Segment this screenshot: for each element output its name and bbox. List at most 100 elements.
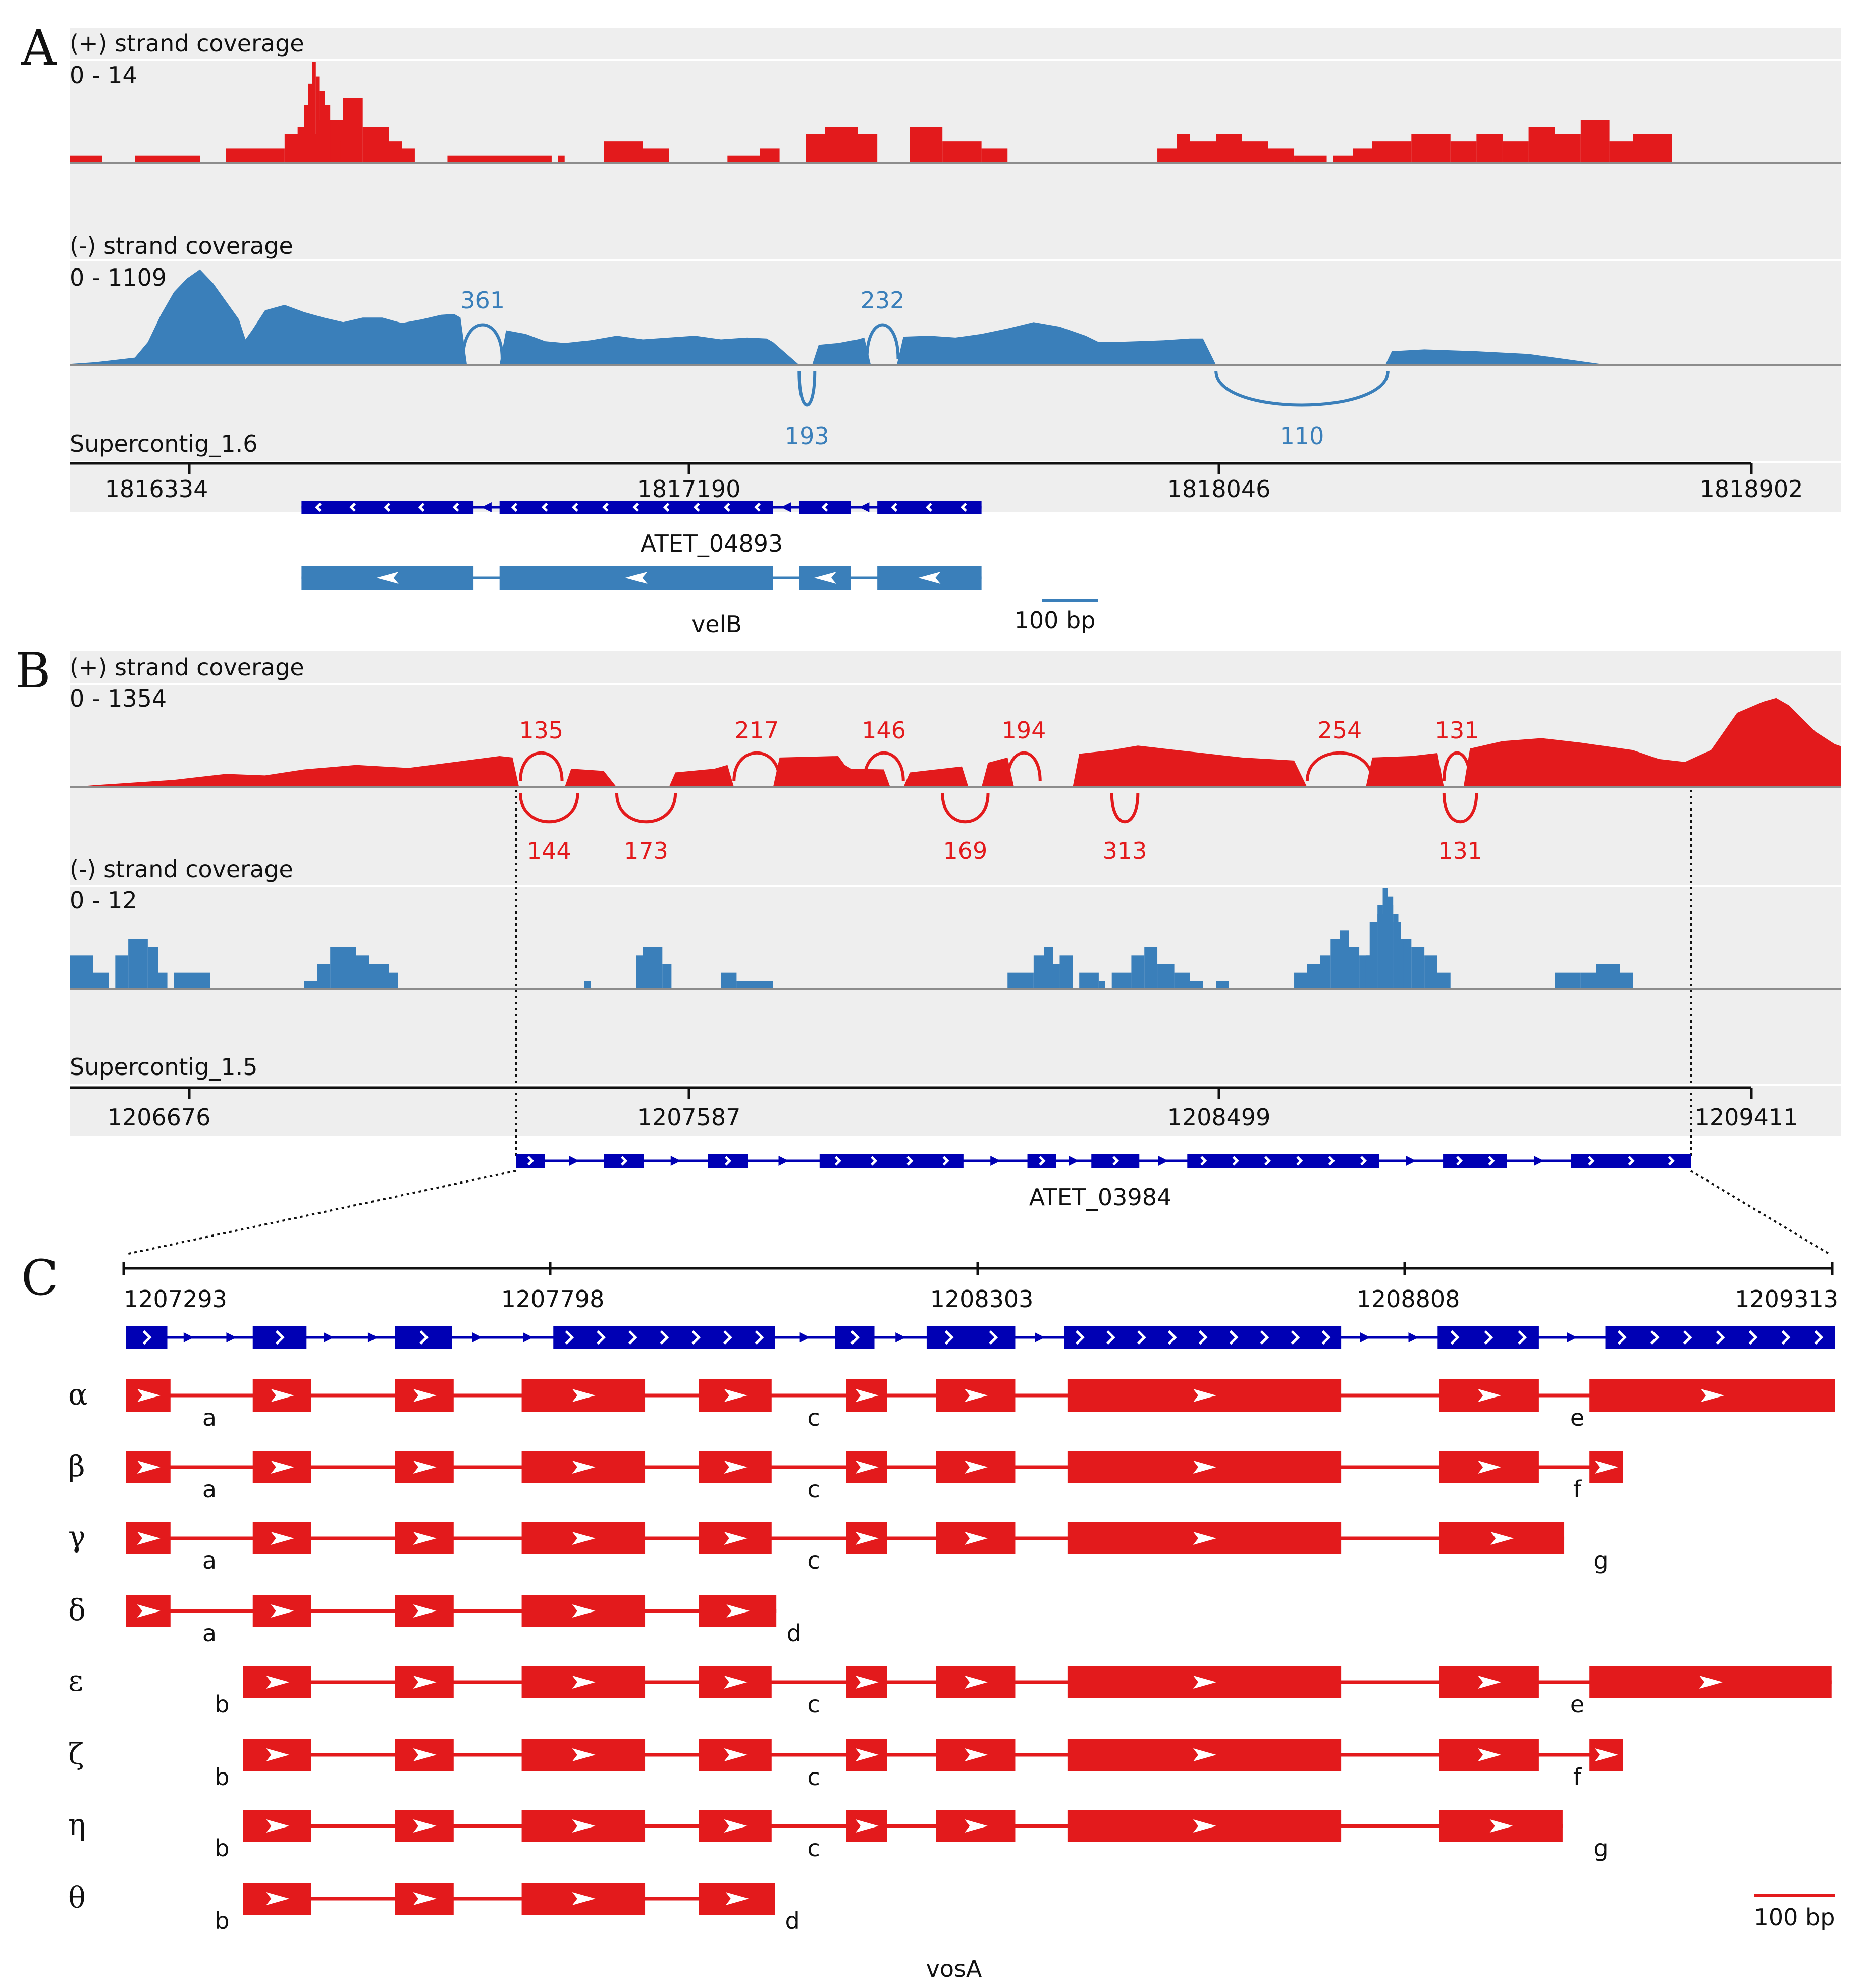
minus-coverage-bin — [1330, 939, 1340, 989]
isoform-direction-arrow — [724, 1748, 748, 1761]
minus-coverage-bin — [1098, 981, 1105, 989]
isoform-direction-arrow — [413, 1389, 437, 1402]
isoform-epsilon-label: ε — [68, 1663, 83, 1698]
intron-arrow — [670, 1156, 681, 1166]
isoform-direction-arrow — [572, 1748, 596, 1761]
plus-coverage-bin — [604, 141, 643, 163]
isoform-middle-site-label: c — [807, 1476, 820, 1503]
minus-coverage-bin — [1411, 947, 1425, 989]
isoform-direction-arrow — [724, 1819, 748, 1833]
minus-coverage-bin — [584, 981, 591, 989]
strand-chevron — [511, 502, 518, 512]
strand-chevron — [989, 1330, 998, 1345]
isoform-direction-arrow — [1699, 1676, 1723, 1689]
isoform-direction-arrow — [1478, 1461, 1502, 1474]
panel-b-gene-model — [516, 1154, 1691, 1168]
minus-coverage-bin — [1174, 972, 1190, 989]
minus-coverage-bin — [1596, 964, 1620, 989]
exon-box — [1571, 1154, 1691, 1168]
minus-coverage-spike-bin — [1377, 905, 1383, 989]
panel-c-greek-labels: α β γ δ ε ζ η θ — [68, 1377, 88, 1915]
minus-coverage-bin — [115, 955, 129, 989]
minus-coverage-bin — [147, 947, 158, 989]
isoform-direction-arrow — [266, 1748, 290, 1761]
isoform-start-site-label: a — [202, 1547, 217, 1574]
exon-box — [126, 1326, 168, 1349]
minus-coverage-bin — [1401, 939, 1412, 989]
isoform-direction-arrow — [137, 1604, 161, 1618]
panel-a-plus-coverage — [70, 62, 1672, 163]
isoform-direction-arrow — [855, 1532, 879, 1545]
strand-chevron — [384, 502, 391, 512]
strand-chevron — [628, 1330, 637, 1345]
exon-box — [395, 1326, 452, 1349]
strand-chevron — [1039, 1156, 1046, 1166]
isoform-direction-arrow — [726, 1604, 750, 1618]
splice-junction-count: 146 — [862, 717, 906, 744]
isoform-direction-arrow — [413, 1892, 437, 1905]
splice-junction-count: 110 — [1280, 422, 1324, 450]
isoform-direction-arrow — [266, 1676, 290, 1689]
minus-coverage-bin — [158, 972, 168, 989]
minus-coverage-bin — [1144, 947, 1158, 989]
plus-coverage-peak-bin — [340, 141, 346, 163]
isoform-end-site-label: d — [787, 1620, 802, 1647]
intron-arrow — [781, 502, 791, 512]
intron-arrow — [859, 502, 870, 512]
minus-coverage-bin — [1079, 972, 1099, 989]
isoform-direction-arrow — [413, 1532, 437, 1545]
minus-coverage-bin — [1111, 972, 1132, 989]
isoform-direction-arrow — [271, 1461, 294, 1474]
strand-chevron — [1683, 1330, 1692, 1345]
strand-chevron — [1650, 1330, 1660, 1345]
plus-coverage-peak-bin — [308, 83, 312, 163]
isoform-direction-arrow — [1490, 1532, 1514, 1545]
panel-b-track-background — [70, 651, 1841, 1136]
isoform-middle-site-label: c — [807, 1691, 820, 1718]
splice-junction-arc — [865, 323, 900, 359]
splice-junction-arc — [461, 323, 504, 359]
panel-b-tick-label-2: 1207587 — [637, 1104, 741, 1131]
strand-chevron — [1232, 1156, 1239, 1166]
isoform-direction-arrow — [1193, 1461, 1216, 1474]
plus-coverage-bin — [942, 141, 982, 163]
transcript-direction-arrow — [625, 572, 648, 584]
plus-coverage-bin — [343, 98, 363, 163]
strand-chevron — [621, 1156, 628, 1166]
isoform-start-site-label: b — [215, 1835, 229, 1862]
isoform-gamma-label: γ — [68, 1520, 86, 1554]
exon-box — [1443, 1154, 1507, 1168]
intron-arrow — [778, 1156, 789, 1166]
isoform-direction-arrow — [724, 1389, 748, 1402]
isoform-direction-arrow — [1595, 1748, 1619, 1761]
strand-chevron — [891, 502, 897, 512]
intron-arrow — [1069, 1156, 1079, 1166]
minus-coverage-bin — [636, 955, 643, 989]
transcript-direction-arrow — [918, 572, 941, 584]
isoform-direction-arrow — [413, 1819, 437, 1833]
splice-junction-arc — [1442, 793, 1478, 823]
isoform-alpha-label: α — [68, 1377, 88, 1412]
isoform-direction-arrow — [413, 1676, 437, 1689]
plus-coverage-bin — [402, 148, 415, 163]
exon-box — [708, 1154, 748, 1168]
strand-chevron — [961, 502, 967, 512]
exon-box — [926, 1326, 1016, 1349]
isoform-direction-arrow — [855, 1748, 879, 1761]
isoform-direction-arrow — [271, 1604, 294, 1618]
splice-junction-count: 144 — [527, 837, 571, 865]
intron-arrow — [523, 1332, 534, 1342]
isoform-direction-arrow — [855, 1676, 879, 1689]
strand-chevron — [1484, 1330, 1493, 1345]
strand-chevron — [1588, 1156, 1595, 1166]
isoform-eta-label: η — [68, 1807, 86, 1842]
intron-arrow — [799, 1332, 810, 1342]
isoform-start-site-label: a — [202, 1476, 217, 1503]
isoform-end-site-label: f — [1573, 1476, 1582, 1503]
plus-coverage-bin — [1476, 134, 1503, 163]
isoform-direction-arrow — [137, 1461, 161, 1474]
strand-chevron — [419, 1330, 429, 1345]
